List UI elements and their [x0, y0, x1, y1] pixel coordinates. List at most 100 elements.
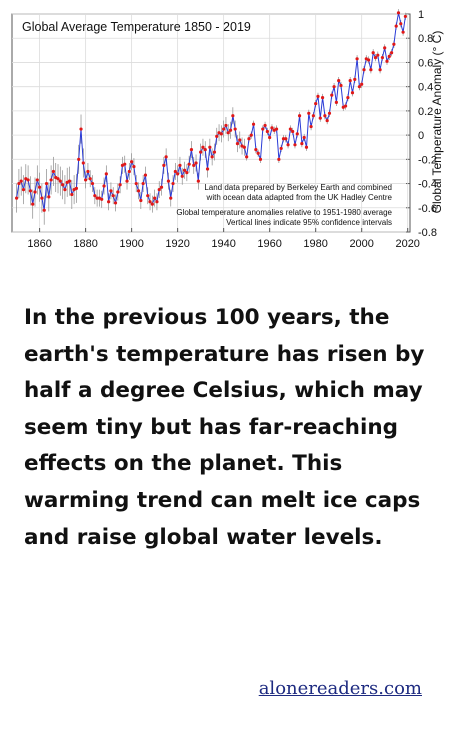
x-tick-label: 2000 [349, 238, 373, 250]
temperature-point [332, 85, 336, 89]
temperature-point [134, 181, 138, 186]
x-tick-label: 1860 [27, 238, 51, 250]
temperature-point [383, 46, 387, 50]
temperature-point [81, 161, 85, 165]
y-tick-label: 0 [418, 130, 424, 142]
temperature-point [95, 196, 99, 200]
y-axis-label: Global Temperature Anomaly (° C) [430, 30, 444, 214]
temperature-point [74, 186, 79, 190]
temperature-point [155, 200, 159, 204]
y-tick-label: 1 [418, 9, 424, 21]
y-tick-label: 0.2 [418, 106, 433, 118]
temperature-point [261, 127, 265, 131]
temperature-point [268, 135, 272, 140]
temperature-point [153, 196, 157, 200]
temperature-point [210, 155, 214, 159]
temperature-point [187, 162, 191, 166]
temperature-point [118, 183, 122, 187]
temperature-point [291, 129, 295, 134]
temperature-point [109, 189, 113, 193]
temperature-point [219, 132, 223, 136]
chart-annotation-4: Vertical lines indicate 95% confidence i… [226, 218, 392, 227]
temperature-point [173, 169, 177, 174]
temperature-point [309, 125, 313, 129]
temperature-point [61, 183, 65, 187]
temperature-point [141, 181, 145, 186]
temperature-point [399, 22, 403, 26]
temperature-point [337, 79, 341, 83]
temperature-point [380, 56, 384, 60]
y-tick-label: -0.8 [418, 227, 437, 239]
temperature-point [360, 82, 364, 86]
temperature-point [58, 179, 62, 183]
temperature-point [102, 184, 106, 188]
temperature-point [90, 181, 95, 186]
temperature-point [371, 51, 375, 55]
temperature-point [86, 169, 90, 174]
temperature-point [139, 198, 143, 203]
temperature-point [132, 165, 136, 169]
article-text: In the previous 100 years, the earth's t… [24, 305, 425, 550]
temperature-point [49, 178, 53, 182]
chart-canvas: 1 0.8 0.6 0.4 0.2 0 -0.2 -0.4 -0.6 -0.8 1860 1880 19… [11, 9, 437, 250]
chart-annotation-2: with ocean data adapted from the UK Hadl… [206, 193, 392, 202]
temperature-point [224, 123, 228, 128]
temperature-point [67, 179, 72, 183]
temperature-point [42, 208, 46, 212]
temperature-point [176, 172, 180, 176]
temperature-point [19, 179, 23, 183]
temperature-point [26, 178, 30, 182]
temperature-point [159, 185, 164, 189]
temperature-point [348, 79, 352, 83]
temperature-point [143, 173, 148, 177]
temperature-point [56, 177, 60, 181]
temperature-point [339, 83, 343, 88]
temperature-point [222, 127, 226, 131]
temperature-point [162, 163, 166, 167]
temperature-point [385, 59, 389, 63]
site-link[interactable]: alonereaders.com [258, 678, 422, 699]
x-tick-label: 2020 [395, 238, 419, 250]
x-tick-label: 1980 [303, 238, 327, 250]
temperature-point [166, 179, 171, 183]
temperature-point [288, 127, 292, 131]
x-tick-label: 1900 [119, 238, 143, 250]
temperature-point [100, 197, 104, 201]
temperature-point [369, 68, 373, 72]
temperature-point [311, 114, 315, 118]
temperature-point [192, 163, 196, 167]
y-tick-label: 0.8 [418, 33, 433, 45]
temperature-point [258, 157, 263, 161]
temperature-point [21, 188, 26, 192]
temperature-point [245, 155, 249, 159]
temperature-point [33, 190, 37, 194]
temperature-point [208, 145, 212, 149]
temperature-point [127, 169, 131, 174]
temperature-point [389, 51, 394, 55]
temperature-point [196, 179, 200, 183]
temperature-point [84, 178, 88, 182]
temperature-point [357, 85, 361, 89]
temperature-point [238, 138, 242, 142]
temperature-point [293, 143, 297, 147]
temperature-point [70, 192, 74, 197]
temperature-point [111, 194, 115, 198]
temperature-point [150, 202, 154, 206]
temperature-point [104, 172, 108, 176]
temperature-point [327, 111, 332, 115]
temperature-point [373, 56, 378, 60]
temperature-point [254, 148, 258, 152]
temperature-point [201, 145, 205, 149]
chart-title: Global Average Temperature 1850 - 2019 [22, 20, 251, 34]
temperature-point [79, 127, 83, 131]
x-tick-label: 1960 [257, 238, 281, 250]
chart-annotation-3: Global temperature anomalies relative to… [176, 208, 392, 217]
chart-annotation-1: Land data prepared by Berkeley Earth and… [204, 183, 392, 192]
temperature-point [182, 168, 187, 172]
temperature-point [169, 196, 173, 200]
temperature-point [297, 114, 302, 118]
temperature-point [226, 131, 230, 135]
temperature-chart: 1 0.8 0.6 0.4 0.2 0 -0.2 -0.4 -0.6 -0.8 1860 1880 19… [0, 0, 450, 252]
y-tick-label: 0.6 [418, 57, 433, 69]
temperature-point [35, 178, 39, 182]
